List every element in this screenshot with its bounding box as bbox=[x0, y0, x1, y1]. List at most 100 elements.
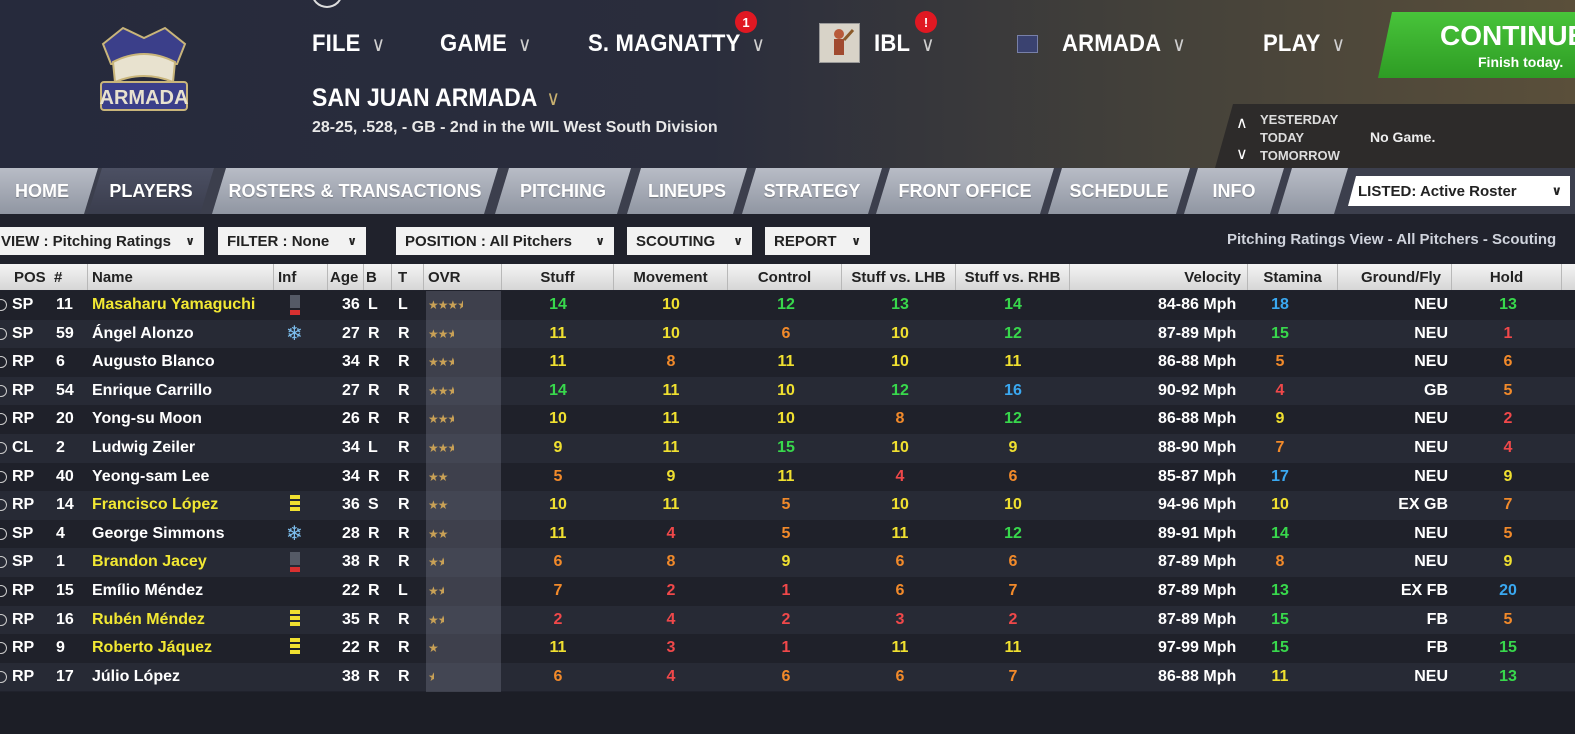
stuff-cell: 11 bbox=[549, 353, 567, 371]
column-header[interactable]: Ground/Fly bbox=[1338, 264, 1452, 290]
chevron-down-icon[interactable]: ∨ bbox=[1236, 146, 1248, 163]
column-header[interactable]: Stuff bbox=[502, 264, 614, 290]
menu-play[interactable]: PLAY ∨ bbox=[1263, 30, 1346, 57]
table-row[interactable] bbox=[0, 348, 1575, 377]
movement-cell: 10 bbox=[662, 296, 680, 313]
table-row[interactable] bbox=[0, 434, 1575, 463]
status-bars-icon bbox=[290, 638, 300, 658]
filter-dropdown[interactable]: FILTER : None ∨ bbox=[218, 227, 366, 255]
column-header[interactable]: Control bbox=[728, 264, 842, 290]
column-header[interactable]: Velocity bbox=[1070, 264, 1248, 290]
column-header[interactable]: Hold bbox=[1452, 264, 1562, 290]
row-select-radio[interactable] bbox=[0, 670, 7, 683]
row-select-radio[interactable] bbox=[0, 470, 7, 483]
table-row[interactable] bbox=[0, 519, 1575, 549]
column-header[interactable]: Age bbox=[328, 264, 364, 290]
player-name-link[interactable]: Augusto Blanco bbox=[92, 353, 215, 371]
column-header[interactable]: Name bbox=[88, 264, 274, 290]
menu-game[interactable]: GAME ∨ bbox=[440, 30, 532, 57]
view-dropdown[interactable]: VIEW : Pitching Ratings ∨ bbox=[0, 227, 204, 255]
player-name-link[interactable]: Ángel Alonzo bbox=[92, 324, 194, 342]
player-name-link[interactable]: Masaharu Yamaguchi bbox=[92, 296, 256, 313]
listed-dropdown[interactable]: LISTED: Active Roster ∨ bbox=[1348, 176, 1570, 206]
continue-label: CONTINUE bbox=[1440, 20, 1575, 51]
row-select-radio[interactable] bbox=[0, 384, 7, 397]
column-header[interactable]: OVR bbox=[424, 264, 502, 290]
table-row[interactable] bbox=[0, 605, 1575, 635]
table-row[interactable] bbox=[0, 491, 1575, 520]
table-row[interactable] bbox=[0, 662, 1575, 692]
player-name-link[interactable]: Yeong-sam Lee bbox=[92, 467, 210, 485]
player-name-link[interactable]: Roberto Jáquez bbox=[92, 639, 213, 657]
jersey-number-cell: 59 bbox=[56, 324, 74, 342]
chevron-up-icon[interactable]: ∧ bbox=[1236, 115, 1248, 132]
stuff-lhb-cell: 6 bbox=[895, 553, 905, 571]
ground-fly-cell: NEU bbox=[1414, 667, 1448, 685]
tab-front-office[interactable]: FRONT OFFICE bbox=[876, 168, 1054, 214]
tab-home[interactable]: HOME bbox=[0, 168, 98, 214]
throws-cell: R bbox=[398, 353, 410, 371]
player-name-link[interactable]: Francisco López bbox=[92, 496, 219, 514]
row-select-radio[interactable] bbox=[0, 327, 7, 340]
stamina-cell: 18 bbox=[1271, 296, 1289, 313]
stamina-cell: 4 bbox=[1275, 381, 1285, 399]
scouting-dropdown[interactable]: SCOUTING ∨ bbox=[627, 227, 752, 255]
jersey-number-cell: 40 bbox=[56, 467, 74, 485]
player-name-link[interactable]: George Simmons bbox=[92, 524, 225, 542]
player-name-link[interactable]: Enrique Carrillo bbox=[92, 381, 213, 399]
position-dropdown[interactable]: POSITION : All Pitchers ∨ bbox=[396, 227, 614, 255]
menu-manager[interactable]: S. MAGNATTY ∨ bbox=[588, 30, 766, 57]
tab-lineups[interactable]: LINEUPS bbox=[627, 168, 747, 214]
column-header[interactable]: Stuff vs. RHB bbox=[956, 264, 1070, 290]
yesterday-link[interactable]: YESTERDAY bbox=[1260, 112, 1339, 127]
player-name-link[interactable]: Rubén Méndez bbox=[92, 610, 205, 628]
column-header[interactable]: # bbox=[48, 264, 88, 290]
table-row[interactable] bbox=[0, 548, 1575, 577]
tab-pitching[interactable]: PITCHING bbox=[495, 168, 631, 214]
tab-players[interactable]: PLAYERS bbox=[88, 168, 214, 214]
movement-cell: 11 bbox=[662, 439, 680, 456]
report-dropdown[interactable]: REPORT ∨ bbox=[765, 227, 870, 255]
table-row[interactable] bbox=[0, 376, 1575, 406]
player-name-link[interactable]: Ludwig Zeiler bbox=[92, 439, 196, 456]
player-name-link[interactable]: Brandon Jacey bbox=[92, 553, 207, 571]
player-name-link[interactable]: Yong-su Moon bbox=[92, 410, 202, 428]
table-row[interactable] bbox=[0, 291, 1575, 320]
table-row[interactable] bbox=[0, 634, 1575, 663]
today-link[interactable]: TODAY bbox=[1260, 130, 1305, 145]
tab-strategy[interactable]: STRATEGY bbox=[742, 168, 882, 214]
table-row[interactable] bbox=[0, 319, 1575, 349]
column-header[interactable]: B bbox=[364, 264, 392, 290]
column-header[interactable]: Stamina bbox=[1248, 264, 1338, 290]
movement-cell: 2 bbox=[666, 582, 676, 599]
age-cell: 34 bbox=[342, 353, 360, 371]
column-header[interactable]: Movement bbox=[614, 264, 728, 290]
menu-team[interactable]: ARMADA ∨ bbox=[1062, 30, 1186, 57]
row-select-radio[interactable] bbox=[0, 613, 7, 626]
column-header[interactable]: Inf bbox=[274, 264, 328, 290]
menu-file[interactable]: FILE ∨ bbox=[312, 30, 386, 57]
ground-fly-cell: NEU bbox=[1414, 410, 1448, 428]
row-select-radio[interactable] bbox=[0, 527, 7, 540]
tab-schedule[interactable]: SCHEDULE bbox=[1048, 168, 1190, 214]
table-row[interactable] bbox=[0, 405, 1575, 434]
column-header[interactable]: Stuff vs. LHB bbox=[842, 264, 956, 290]
menu-league[interactable]: IBL ∨ bbox=[874, 30, 935, 57]
continue-button[interactable]: CONTINUE Finish today. bbox=[1378, 12, 1575, 78]
tab-rosters[interactable]: ROSTERS & TRANSACTIONS bbox=[212, 168, 498, 214]
table-row[interactable] bbox=[0, 462, 1575, 492]
player-name-link[interactable]: Júlio López bbox=[92, 667, 180, 685]
team-mini-logo-icon bbox=[1017, 35, 1038, 53]
stuff-lhb-cell: 10 bbox=[891, 353, 909, 371]
tomorrow-link[interactable]: TOMORROW bbox=[1260, 148, 1340, 163]
jersey-number-cell: 14 bbox=[56, 496, 74, 514]
position-cell: SP bbox=[12, 524, 34, 542]
injury-icon bbox=[290, 552, 300, 573]
stamina-cell: 15 bbox=[1271, 324, 1289, 342]
player-name-link[interactable]: Emílio Méndez bbox=[92, 582, 204, 599]
tab-info[interactable]: INFO bbox=[1184, 168, 1284, 214]
movement-cell: 11 bbox=[662, 381, 680, 399]
table-row[interactable] bbox=[0, 577, 1575, 606]
team-title[interactable]: SAN JUAN ARMADA ∨ bbox=[312, 84, 560, 112]
column-header[interactable]: T bbox=[392, 264, 424, 290]
